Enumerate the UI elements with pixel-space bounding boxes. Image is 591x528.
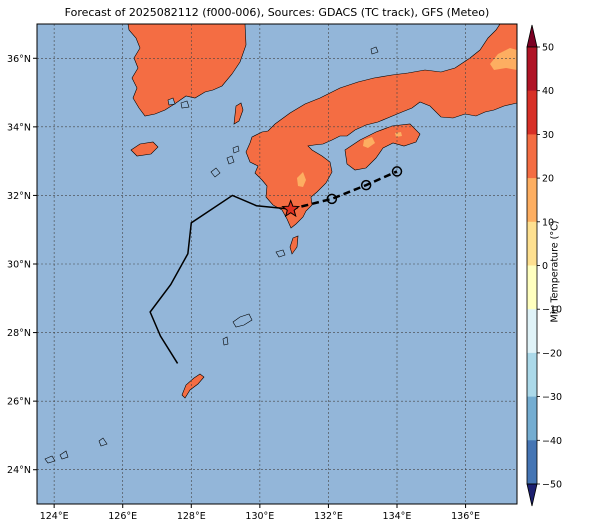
- storm-track: [149, 166, 403, 364]
- lon-tick-label: 132°E: [314, 511, 343, 522]
- lon-tick-label: 134°E: [383, 511, 412, 522]
- oki-islands: [370, 46, 379, 55]
- colorbar-bin: [527, 352, 537, 398]
- lat-tick-label: 34°N: [7, 122, 31, 133]
- current-position-star: [281, 199, 301, 218]
- colorbar-tick-label: 20: [542, 174, 554, 185]
- lon-tick-label: 130°E: [245, 511, 274, 522]
- warm-patch-east: [490, 48, 517, 70]
- tsushima-island: [233, 102, 244, 125]
- axis-ticks: 124°E 126°E 128°E 130°E 132°E 134°E 136°E 24°N 2…: [7, 54, 480, 522]
- colorbar-bin: [527, 221, 537, 266]
- ishigaki-island: [44, 455, 56, 464]
- forecast-point-marker: [326, 193, 338, 205]
- lat-tick-label: 36°N: [7, 54, 31, 65]
- forecast-points: [326, 166, 403, 205]
- colorbar-tick-label: −50: [542, 480, 562, 491]
- colorbar-top-arrow: [526, 24, 538, 48]
- tokunoshima-island: [222, 336, 229, 346]
- colorbar-bottom-arrow: [526, 483, 538, 507]
- past-track-line: [149, 194, 291, 364]
- colorbar-tick-label: −40: [542, 436, 562, 447]
- forecast-track-line: [290, 170, 398, 211]
- warm-patch-shikoku: [363, 137, 375, 148]
- iriomote-island: [59, 450, 69, 460]
- colorbar-tick-label: 50: [542, 43, 554, 54]
- colorbar-bin: [527, 309, 537, 354]
- colorbar-bin: [527, 440, 537, 485]
- forecast-point-marker: [391, 166, 403, 177]
- korea-landmass: [127, 24, 247, 117]
- lon-tick-label: 126°E: [108, 511, 137, 522]
- colorbar-tick-label: −20: [542, 348, 562, 359]
- colorbar-tick-label: 40: [542, 86, 554, 97]
- lat-tick-label: 30°N: [7, 260, 31, 271]
- colorbar-tick-label: 30: [542, 130, 554, 141]
- korea-south-islands: [167, 97, 190, 109]
- colorbar-tick-label: −30: [542, 392, 562, 403]
- lon-tick-label: 128°E: [177, 511, 206, 522]
- okinawa-island: [181, 373, 205, 399]
- colorbar-bin: [527, 134, 537, 179]
- land-layer: [44, 24, 517, 464]
- goto-islands: [210, 145, 240, 178]
- colorbar-tick-label: 10: [542, 217, 554, 228]
- colorbar-bin: [527, 178, 537, 223]
- colorbar: 50 40 30 20 10 0 −10 −20 −30 −40 −50: [526, 24, 562, 507]
- colorbar-bin: [527, 47, 537, 92]
- colorbar-tick-label: −10: [542, 305, 562, 316]
- amami-island: [232, 313, 253, 328]
- colorbar-bin: [527, 265, 537, 310]
- tanegashima-island: [289, 235, 299, 255]
- lat-tick-label: 28°N: [7, 328, 31, 339]
- warm-patch-kyushu: [297, 172, 306, 187]
- lat-tick-label: 24°N: [7, 465, 31, 476]
- colorbar-label: Min Temperature (°C): [549, 220, 561, 323]
- yakushima-island: [275, 249, 286, 258]
- colorbar-tick-label: 0: [542, 261, 548, 272]
- lon-tick-label: 136°E: [451, 511, 480, 522]
- colorbar-bin: [527, 90, 537, 135]
- forecast-point-marker: [360, 179, 372, 191]
- gridlines: [37, 24, 517, 504]
- lat-tick-label: 26°N: [7, 397, 31, 408]
- colorbar-bin: [527, 396, 537, 441]
- jeju-island: [130, 141, 159, 157]
- lat-tick-label: 32°N: [7, 191, 31, 202]
- japan-mainland: [245, 24, 517, 229]
- miyako-island: [98, 437, 108, 447]
- chart-title: Forecast of 2025082112 (f000-006), Sourc…: [64, 6, 490, 19]
- lon-tick-label: 124°E: [40, 511, 69, 522]
